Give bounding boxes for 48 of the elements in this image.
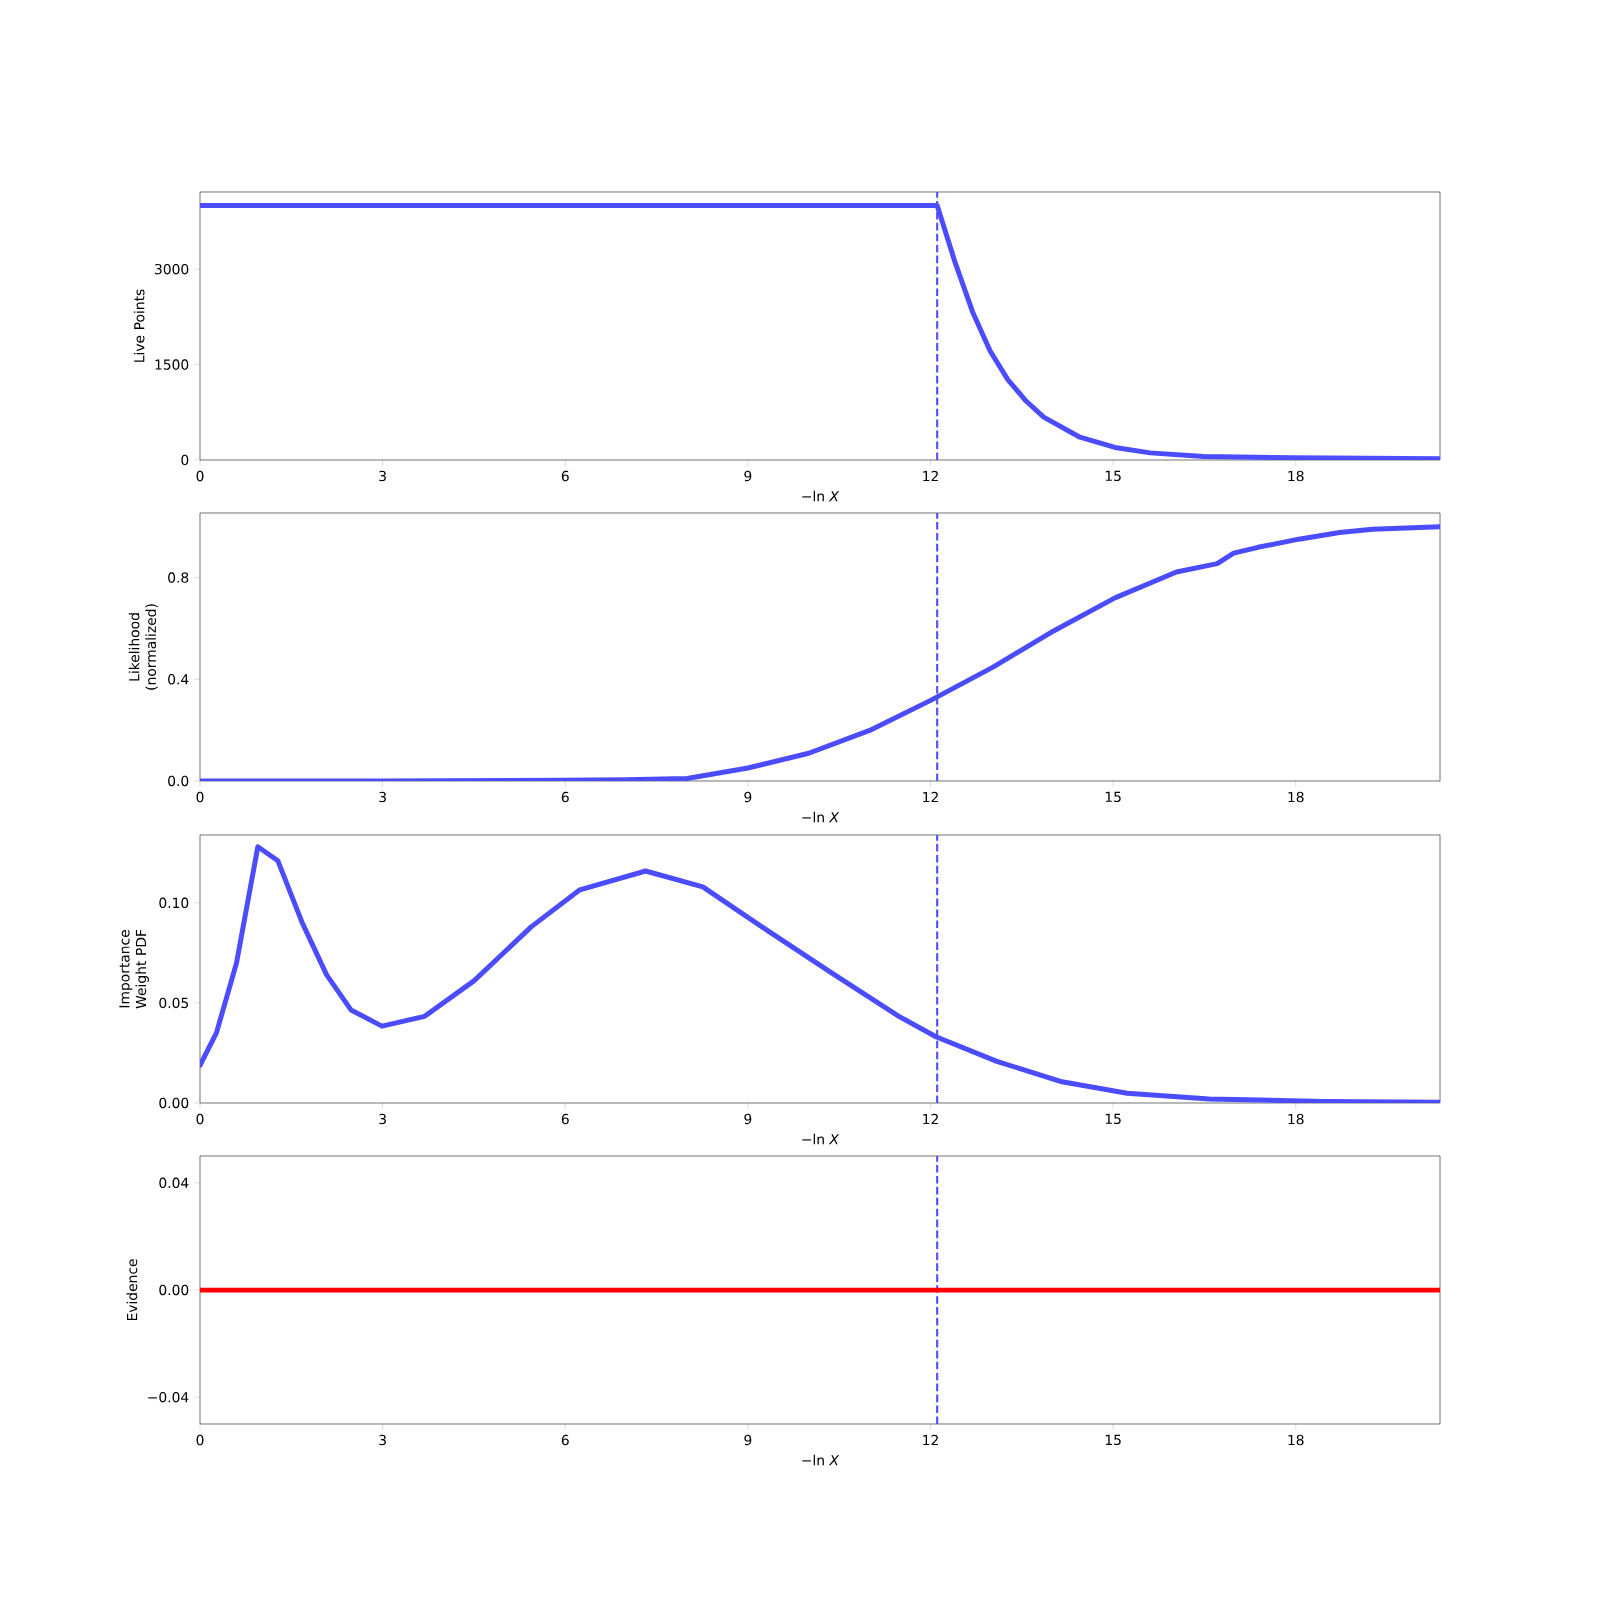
x-axis-title: −ln X (802, 490, 840, 502)
x-tick-label: 3 (379, 1434, 386, 1446)
y-tick-label: 0.4 (168, 674, 189, 685)
x-tick-label: 0 (196, 470, 204, 482)
x-tick-label: 12 (923, 791, 938, 803)
x-tick-label: 18 (1288, 1113, 1304, 1125)
x-tick-label: 15 (1105, 791, 1121, 803)
x-tick-label: 9 (744, 470, 752, 482)
x-tick-label: 6 (561, 470, 569, 482)
y-tick-label: 0.10 (159, 897, 189, 909)
x-tick-label: 12 (923, 1434, 938, 1446)
x-axis-title: −ln X (802, 811, 840, 823)
y-axis-title: Likelihood (normalized) (128, 604, 158, 690)
y-tick-label: 0.0 (168, 775, 189, 787)
x-tick-label: 15 (1105, 1113, 1121, 1125)
x-tick-label: 15 (1105, 1434, 1121, 1446)
x-tick-label: 0 (196, 791, 204, 803)
y-tick-label: 0.8 (168, 572, 189, 583)
x-tick-label: 9 (744, 791, 752, 803)
x-tick-label: 0 (196, 1434, 204, 1446)
y-tick-label: 0.00 (159, 1284, 189, 1296)
x-tick-label: 3 (379, 470, 386, 482)
x-axis-title: −ln X (802, 1454, 840, 1466)
x-tick-label: 18 (1288, 470, 1304, 482)
x-tick-label: 18 (1288, 791, 1304, 803)
x-tick-label: 12 (923, 470, 938, 482)
x-tick-label: 6 (561, 1113, 569, 1125)
y-tick-label: 0 (181, 454, 189, 466)
x-tick-label: 6 (561, 1434, 569, 1446)
x-tick-label: 6 (561, 791, 569, 803)
x-tick-label: 15 (1105, 470, 1121, 482)
y-tick-label: 1500 (155, 359, 189, 370)
x-tick-label: 0 (196, 1113, 204, 1125)
y-tick-label: 3000 (155, 263, 189, 275)
y-tick-label: 0.00 (159, 1097, 189, 1109)
x-tick-label: 9 (744, 1113, 752, 1125)
x-tick-label: 18 (1288, 1434, 1304, 1446)
x-tick-label: 12 (923, 1113, 938, 1125)
y-axis-title: Importance Weight PDF (119, 929, 149, 1009)
y-tick-label: 0.04 (159, 1177, 189, 1189)
x-tick-label: 9 (744, 1434, 752, 1446)
y-axis-title: Live Points (133, 289, 145, 362)
x-tick-label: 3 (379, 791, 386, 803)
y-tick-label: 0.05 (159, 997, 188, 1009)
x-axis-title: −ln X (802, 1133, 840, 1145)
y-tick-label: −0.04 (148, 1391, 189, 1403)
x-tick-label: 3 (379, 1113, 386, 1125)
y-axis-title: Evidence (126, 1259, 138, 1321)
